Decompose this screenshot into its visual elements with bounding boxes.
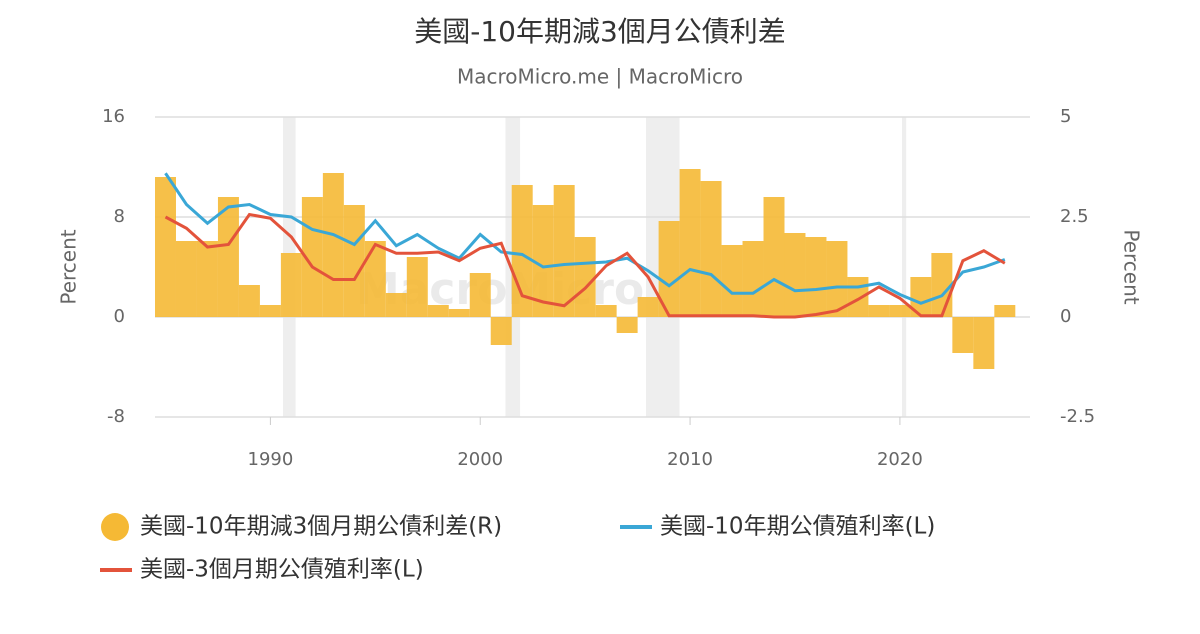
chart-title: 美國-10年期減3個月公債利差 — [414, 15, 786, 48]
spread-bar — [952, 317, 974, 353]
y-tick-label: 16 — [102, 106, 125, 127]
chart-subtitle: MacroMicro.me | MacroMicro — [457, 65, 743, 89]
spread-bar — [343, 205, 365, 317]
spread-bar — [427, 305, 449, 317]
spread-bar — [637, 297, 659, 317]
y-tick-label: 0 — [114, 306, 125, 327]
spread-bar — [385, 293, 407, 317]
spread-bar — [763, 197, 785, 317]
spread-bar — [175, 241, 197, 317]
legend-label: 美國-3個月期公債殖利率(L) — [140, 557, 424, 583]
y-axis-label: Percent — [57, 229, 81, 304]
spread-bar — [322, 173, 344, 317]
x-tick-label: 2000 — [457, 449, 503, 470]
legend-label: 美國-10年期公債殖利率(L) — [660, 514, 935, 540]
y2-tick-label: -2.5 — [1060, 406, 1095, 427]
spread-bar — [280, 253, 302, 317]
y-tick-label: 8 — [114, 206, 125, 227]
spread-bar — [259, 305, 281, 317]
spread-bar — [196, 241, 218, 317]
spread-bar — [805, 237, 827, 317]
x-tick-label: 2020 — [877, 449, 923, 470]
spread-bar — [889, 305, 911, 317]
y-tick-label: -8 — [107, 406, 125, 427]
legend-swatch — [101, 513, 129, 541]
spread-bar — [658, 221, 680, 317]
spread-bar — [553, 185, 575, 317]
y2-axis-label: Percent — [1120, 229, 1144, 304]
spread-bar — [868, 305, 890, 317]
spread-bar — [973, 317, 995, 369]
spread-bar — [490, 317, 512, 345]
spread-bar — [721, 245, 743, 317]
spread-bar — [784, 233, 806, 317]
spread-bar — [238, 285, 260, 317]
spread-bar — [406, 257, 428, 317]
spread-bar — [595, 305, 617, 317]
recession-band — [902, 117, 907, 417]
legend-label: 美國-10年期減3個月期公債利差(R) — [140, 514, 502, 540]
y2-tick-label: 0 — [1060, 306, 1071, 327]
spread-bar — [364, 241, 386, 317]
spread-bar — [700, 181, 722, 317]
x-tick-label: 2010 — [667, 449, 713, 470]
spread-bar — [217, 197, 239, 317]
series-line — [164, 212, 1006, 319]
spread-bar — [826, 241, 848, 317]
spread-bar — [931, 253, 953, 317]
spread-bar — [448, 309, 470, 317]
spread-bar — [679, 169, 701, 317]
spread-bar — [532, 205, 554, 317]
spread-bar — [574, 237, 596, 317]
spread-bar — [994, 305, 1016, 317]
spread-bar — [742, 241, 764, 317]
spread-bar — [155, 177, 176, 317]
y2-tick-label: 2.5 — [1060, 206, 1089, 227]
spread-bar — [910, 277, 932, 317]
spread-bar — [616, 317, 638, 333]
x-tick-label: 1990 — [248, 449, 294, 470]
spread-bar — [847, 277, 869, 317]
series-line — [164, 172, 1006, 305]
y2-tick-label: 5 — [1060, 106, 1071, 127]
spread-bar — [469, 273, 491, 317]
